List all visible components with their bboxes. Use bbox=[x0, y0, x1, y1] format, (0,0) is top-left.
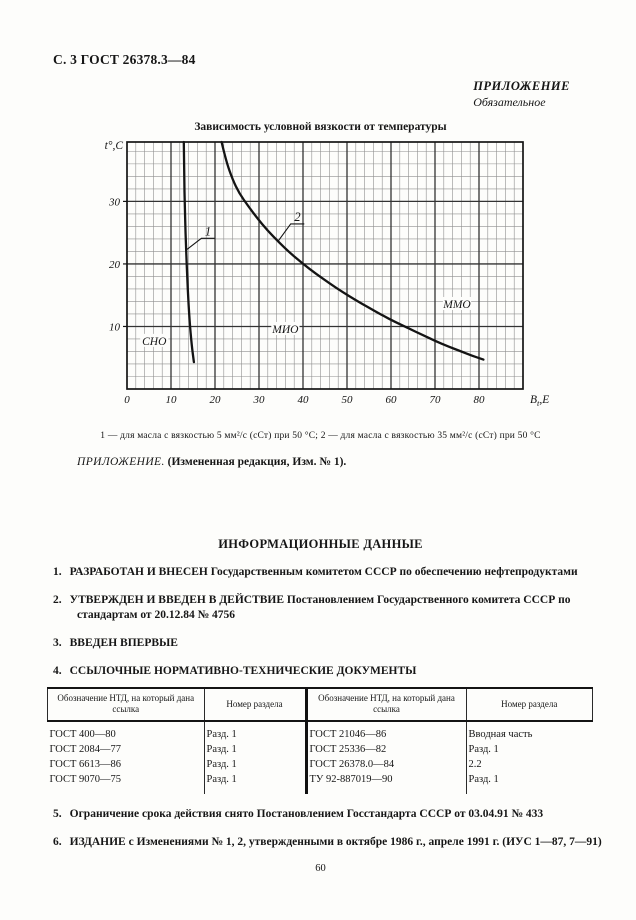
table-cell: Разд. 1 bbox=[204, 742, 308, 757]
info-item: 4. ССЫЛОЧНЫЕ НОРМАТИВНО-ТЕХНИЧЕСКИЕ ДОКУМ… bbox=[53, 664, 617, 679]
y-tick-label: 10 bbox=[109, 321, 121, 333]
info-item: 5. Ограничение срока действия снято Поста… bbox=[53, 807, 617, 822]
appendix-label: ПРИЛОЖЕНИЕ bbox=[473, 79, 570, 93]
table-header-cell: Номер раздела bbox=[466, 688, 593, 722]
table-cell: Разд. 1 bbox=[468, 744, 499, 755]
x-tick-label: 60 bbox=[386, 394, 398, 406]
zone-label-bg bbox=[442, 296, 472, 310]
table-cell: ГОСТ 2084—77 bbox=[47, 742, 205, 757]
figure-container: 10 20 30 0 10 20 30 40 50 60 70 80 t°,C Вt,Е СНО МИО ММО… bbox=[93, 137, 594, 414]
page-number: 60 bbox=[315, 863, 326, 874]
table-cell: Вводная часть bbox=[468, 729, 533, 740]
table-row: ГОСТ 400—80 Разд. 1 ГОСТ 21046—86 Вводная ч… bbox=[47, 721, 593, 742]
figure-title: Зависимость условной вязкости от темпера… bbox=[194, 121, 447, 133]
info-item-text: ИЗДАНИЕ с Изменениями № 1, 2, утвержденн… bbox=[69, 836, 602, 848]
zone-label-СНО: СНО bbox=[142, 336, 167, 348]
y-axis-title: t°,C bbox=[105, 140, 124, 152]
info-item-text: УТВЕРЖДЕН И ВВЕДЕН В ДЕЙСТВИЕ Постановле… bbox=[69, 594, 571, 621]
info-item-text: ССЫЛОЧНЫЕ НОРМАТИВНО-ТЕХНИЧЕСКИЕ ДОКУМЕН… bbox=[69, 665, 417, 677]
table-row: ГОСТ 2084—77 Разд. 1 ГОСТ 25336—82 Разд. 1 bbox=[47, 742, 593, 757]
curve-2 bbox=[220, 140, 485, 361]
table-header-cell: Номер раздела bbox=[204, 688, 308, 722]
table-header-cell: Обозначение НТД, на который дана ссылка bbox=[47, 688, 205, 722]
info-item-text: Ограничение срока действия снято Постано… bbox=[69, 808, 544, 820]
x-tick-label: 80 bbox=[474, 394, 486, 406]
table-cell: 2.2 bbox=[468, 759, 482, 770]
zone-label-bg bbox=[140, 333, 169, 347]
table-cell: ГОСТ 6613—86 bbox=[47, 757, 205, 772]
zone-label-ММО: ММО bbox=[442, 299, 471, 311]
x-axis-title: Вt,Е bbox=[530, 394, 549, 408]
y-tick-label: 20 bbox=[109, 259, 121, 271]
info-item: 2. УТВЕРЖДЕН И ВВЕДЕН В ДЕЙСТВИЕ Постанов… bbox=[53, 593, 617, 623]
references-table-head: Обозначение НТД, на который дана ссылка Н… bbox=[47, 688, 593, 722]
viscosity-temperature-chart: 10 20 30 0 10 20 30 40 50 60 70 80 t°,C Вt,Е СНО МИО ММО… bbox=[105, 140, 550, 408]
curve-label-1: 1 bbox=[205, 224, 211, 238]
info-item-text: РАЗРАБОТАН И ВНЕСЕН Государственным коми… bbox=[69, 566, 578, 578]
appendix-block: ПРИЛОЖЕНИЕ Обязательное bbox=[47, 79, 570, 111]
figure-caption: 1 — для масла с вязкостью 5 мм²/с (сСт) … bbox=[100, 431, 541, 441]
x-tick-label: 40 bbox=[298, 394, 310, 406]
x-tick-label: 50 bbox=[342, 394, 354, 406]
y-tick-label: 30 bbox=[108, 196, 121, 208]
table-cell: ГОСТ 400—80 bbox=[47, 721, 205, 742]
table-header-row: Обозначение НТД, на который дана ссылка Н… bbox=[47, 688, 593, 722]
table-cell: Разд. 1 bbox=[204, 772, 308, 794]
curve-label-leader bbox=[277, 223, 305, 242]
plot-border bbox=[126, 141, 524, 390]
table-cell: Разд. 1 bbox=[468, 774, 499, 785]
info-item: 1. РАЗРАБОТАН И ВНЕСЕН Государственным ко… bbox=[53, 565, 617, 580]
table-cell: ТУ 92-887019—90 bbox=[306, 772, 467, 794]
table-row: ГОСТ 9070—75 Разд. 1 ТУ 92-887019—90 Разд. … bbox=[47, 772, 593, 794]
x-tick-label: 10 bbox=[166, 394, 178, 406]
zone-label-МИО: МИО bbox=[271, 324, 299, 336]
info-items-bottom: 5. Ограничение срока действия снято Поста… bbox=[47, 807, 602, 850]
table-cell: ГОСТ 21046—86 bbox=[306, 721, 467, 742]
table-header-cell: Обозначение НТД, на который дана ссылка bbox=[306, 688, 467, 722]
section-title: ИНФОРМАЦИОННЫЕ ДАННЫЕ bbox=[218, 537, 423, 551]
table-cell: ГОСТ 25336—82 bbox=[306, 742, 467, 757]
appendix-note: ПРИЛОЖЕНИЕ. (Измененная редакция, Изм. №… bbox=[77, 456, 594, 468]
references-table: Обозначение НТД, на который дана ссылка Н… bbox=[47, 687, 593, 794]
references-table-body: ГОСТ 400—80 Разд. 1 ГОСТ 21046—86 Вводная ч… bbox=[47, 721, 593, 794]
table-cell: ГОСТ 26378.0—84 bbox=[306, 757, 467, 772]
info-item-number: 5. bbox=[53, 808, 62, 820]
info-item-number: 4. bbox=[53, 665, 62, 677]
info-item-number: 3. bbox=[53, 637, 62, 649]
x-tick-label: 0 bbox=[124, 394, 130, 406]
info-item-number: 1. bbox=[53, 566, 62, 578]
table-cell: Разд. 1 bbox=[204, 721, 308, 742]
x-tick-label: 30 bbox=[253, 394, 266, 406]
curve-label-2: 2 bbox=[294, 210, 300, 224]
appendix-wrap: ПРИЛОЖЕНИЕ Обязательное bbox=[473, 79, 570, 110]
appendix-note-bold: (Измененная редакция, Изм. № 1). bbox=[167, 456, 347, 468]
x-tick-label: 20 bbox=[210, 394, 222, 406]
appendix-sublabel: Обязательное bbox=[473, 95, 546, 109]
page-header: С. 3 ГОСТ 26378.3—84 bbox=[53, 52, 196, 67]
info-item: 6. ИЗДАНИЕ с Изменениями № 1, 2, утвержде… bbox=[53, 835, 617, 850]
x-tick-label: 70 bbox=[430, 394, 442, 406]
zone-label-bg bbox=[271, 321, 300, 335]
curve-label-leader bbox=[186, 237, 215, 251]
info-item-text: ВВЕДЕН ВПЕРВЫЕ bbox=[69, 637, 178, 649]
curve-1 bbox=[182, 140, 196, 364]
info-item-number: 6. bbox=[53, 836, 62, 848]
table-cell: Разд. 1 bbox=[204, 757, 308, 772]
info-items-top: 1. РАЗРАБОТАН И ВНЕСЕН Государственным ко… bbox=[47, 565, 594, 679]
info-item-number: 2. bbox=[53, 594, 62, 606]
table-row: ГОСТ 6613—86 Разд. 1 ГОСТ 26378.0—84 2.2 bbox=[47, 757, 593, 772]
info-item: 3. ВВЕДЕН ВПЕРВЫЕ bbox=[53, 636, 617, 651]
table-cell: ГОСТ 9070—75 bbox=[47, 772, 205, 794]
appendix-note-italic: ПРИЛОЖЕНИЕ. bbox=[77, 456, 165, 468]
